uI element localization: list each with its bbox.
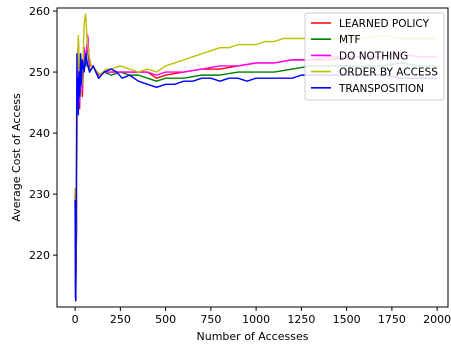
- x-axis-label: Number of Accesses: [197, 330, 309, 343]
- y-tick-label: 260: [29, 5, 50, 18]
- legend-label: MTF: [339, 34, 361, 46]
- plot-frame: [56, 7, 449, 308]
- y-tick-label: 240: [29, 127, 50, 140]
- x-tick-label: 0: [72, 313, 79, 326]
- legend-label: DO NOTHING: [339, 50, 408, 62]
- legend-label: LEARNED POLICY: [339, 18, 430, 30]
- x-tick-label: 500: [155, 313, 176, 326]
- y-axis-label: Average Cost of Access: [10, 93, 23, 222]
- y-tick-label: 230: [29, 188, 50, 201]
- y-tick-label: 220: [29, 249, 50, 262]
- legend-label: TRANSPOSITION: [338, 83, 424, 95]
- x-axis-ticks: 0 250 500 750 1000 1250 1500 1750 2000: [72, 307, 451, 326]
- legend-label: ORDER BY ACCESS: [339, 67, 438, 79]
- x-tick-label: 1000: [242, 313, 270, 326]
- y-tick-label: 250: [29, 66, 50, 79]
- series-line-transposition: [74, 53, 438, 302]
- x-tick-label: 2000: [423, 313, 451, 326]
- y-axis-ticks: 220 230 240 250 260: [29, 5, 57, 262]
- legend: LEARNED POLICY MTF DO NOTHING ORDER BY ACCE…: [304, 12, 445, 101]
- x-tick-label: 1500: [333, 313, 361, 326]
- x-tick-label: 750: [200, 313, 221, 326]
- legend-box: [304, 12, 445, 101]
- x-tick-label: 1750: [378, 313, 406, 326]
- x-tick-label: 1250: [287, 313, 315, 326]
- x-tick-label: 250: [110, 313, 131, 326]
